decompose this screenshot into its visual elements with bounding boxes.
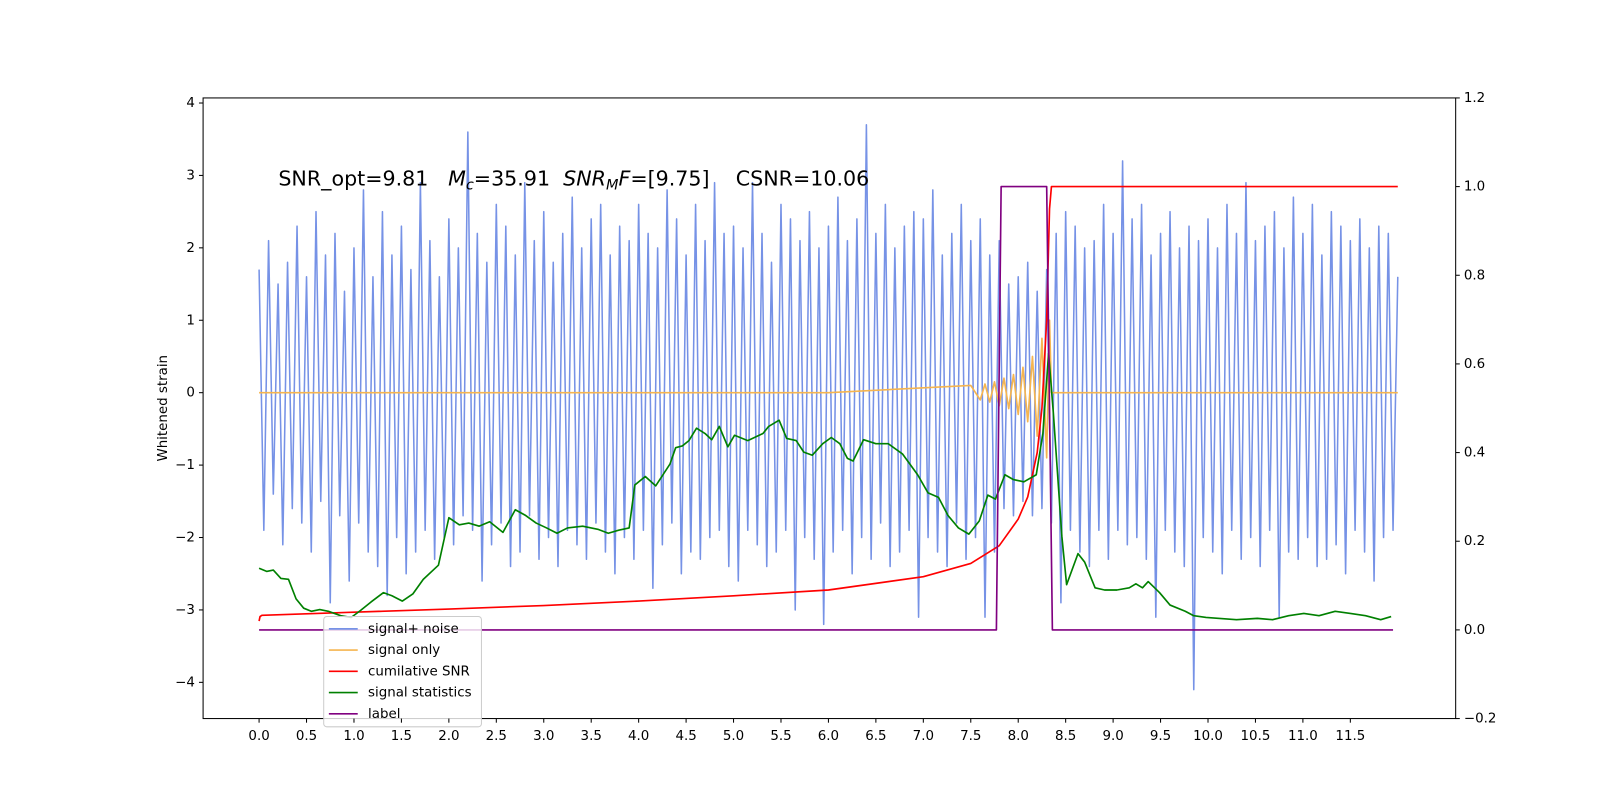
x-tick-label: 0.5 xyxy=(296,729,317,744)
y-tick-label: 1 xyxy=(186,313,195,328)
y-tick-label: −1 xyxy=(175,458,195,473)
x-tick-label: 5.0 xyxy=(723,729,744,744)
y2-tick-label: 1.2 xyxy=(1464,91,1485,106)
y-tick-label: −3 xyxy=(175,603,195,618)
y2-tick-label: 0.2 xyxy=(1464,534,1485,549)
y-axis-label: Whitened strain xyxy=(156,355,171,462)
legend-label: signal statistics xyxy=(368,686,472,701)
x-tick-label: 9.0 xyxy=(1102,729,1123,744)
x-tick-label: 2.5 xyxy=(486,729,507,744)
annotation-part: M xyxy=(448,167,466,191)
x-tick-label: 10.5 xyxy=(1241,729,1271,744)
x-tick-label: 8.0 xyxy=(1008,729,1029,744)
annotation-part: SNR_opt=9.81 xyxy=(278,167,448,192)
y2-tick-label: 0.0 xyxy=(1464,623,1485,638)
axes-frame xyxy=(202,97,1457,720)
x-tick-label: 11.0 xyxy=(1288,729,1318,744)
annotation-part: c xyxy=(466,178,474,194)
x-tick-label: 3.0 xyxy=(533,729,554,744)
x-tick-label: 8.5 xyxy=(1055,729,1076,744)
x-tick-label: 7.0 xyxy=(913,729,934,744)
annotation-part: =35.91 xyxy=(474,167,563,191)
y2-tick-label: 0.6 xyxy=(1464,357,1485,372)
y-tick-label: −4 xyxy=(175,675,195,690)
x-tick-label: 7.5 xyxy=(960,729,981,744)
x-tick-label: 4.0 xyxy=(628,729,649,744)
legend-label: label xyxy=(368,707,400,722)
legend: signal+ noise signal only cumilative SNR si… xyxy=(323,615,482,728)
x-tick-label: 9.5 xyxy=(1150,729,1171,744)
y2-tick-label: 0.8 xyxy=(1464,268,1485,283)
annotation-part: F xyxy=(618,167,631,191)
x-tick-label: 5.5 xyxy=(770,729,791,744)
y-tick-label: 4 xyxy=(186,96,195,111)
x-tick-label: 1.0 xyxy=(343,729,364,744)
y-tick-label: 0 xyxy=(186,386,195,401)
y-tick-label: 2 xyxy=(186,241,195,256)
annotation-part: M xyxy=(606,178,619,194)
x-tick-label: 2.0 xyxy=(438,729,459,744)
legend-label: signal+ noise xyxy=(368,622,459,637)
x-tick-label: 3.5 xyxy=(581,729,602,744)
y2-tick-label: 0.4 xyxy=(1464,446,1485,461)
series-line xyxy=(258,123,1399,691)
x-tick-label: 1.5 xyxy=(391,729,412,744)
y2-tick-label: 1.0 xyxy=(1464,180,1485,195)
series-line xyxy=(259,319,1398,459)
x-tick-label: 0.0 xyxy=(248,729,269,744)
y-tick-label: 3 xyxy=(186,168,195,183)
legend-label: signal only xyxy=(368,643,440,658)
x-tick-label: 11.5 xyxy=(1335,729,1365,744)
plot-area xyxy=(258,123,1399,691)
series-line xyxy=(258,185,1398,622)
series-line xyxy=(259,185,1394,631)
x-tick-label: 4.5 xyxy=(675,729,696,744)
annotation-part: SNR xyxy=(563,167,606,191)
y2-tick-label: −0.2 xyxy=(1464,712,1497,727)
annotation: SNR_opt=9.81 Mc=35.91 SNRMF=[9.75] CSNR=… xyxy=(278,167,869,194)
x-tick-label: 6.0 xyxy=(818,729,839,744)
y-tick-label: −2 xyxy=(175,531,195,546)
legend-label: cumilative SNR xyxy=(368,664,470,679)
annotation-part: =[9.75] CSNR=10.06 xyxy=(630,167,869,191)
x-tick-label: 10.0 xyxy=(1193,729,1223,744)
x-tick-label: 6.5 xyxy=(865,729,886,744)
series-line xyxy=(258,352,1392,621)
legend-box xyxy=(323,615,482,728)
